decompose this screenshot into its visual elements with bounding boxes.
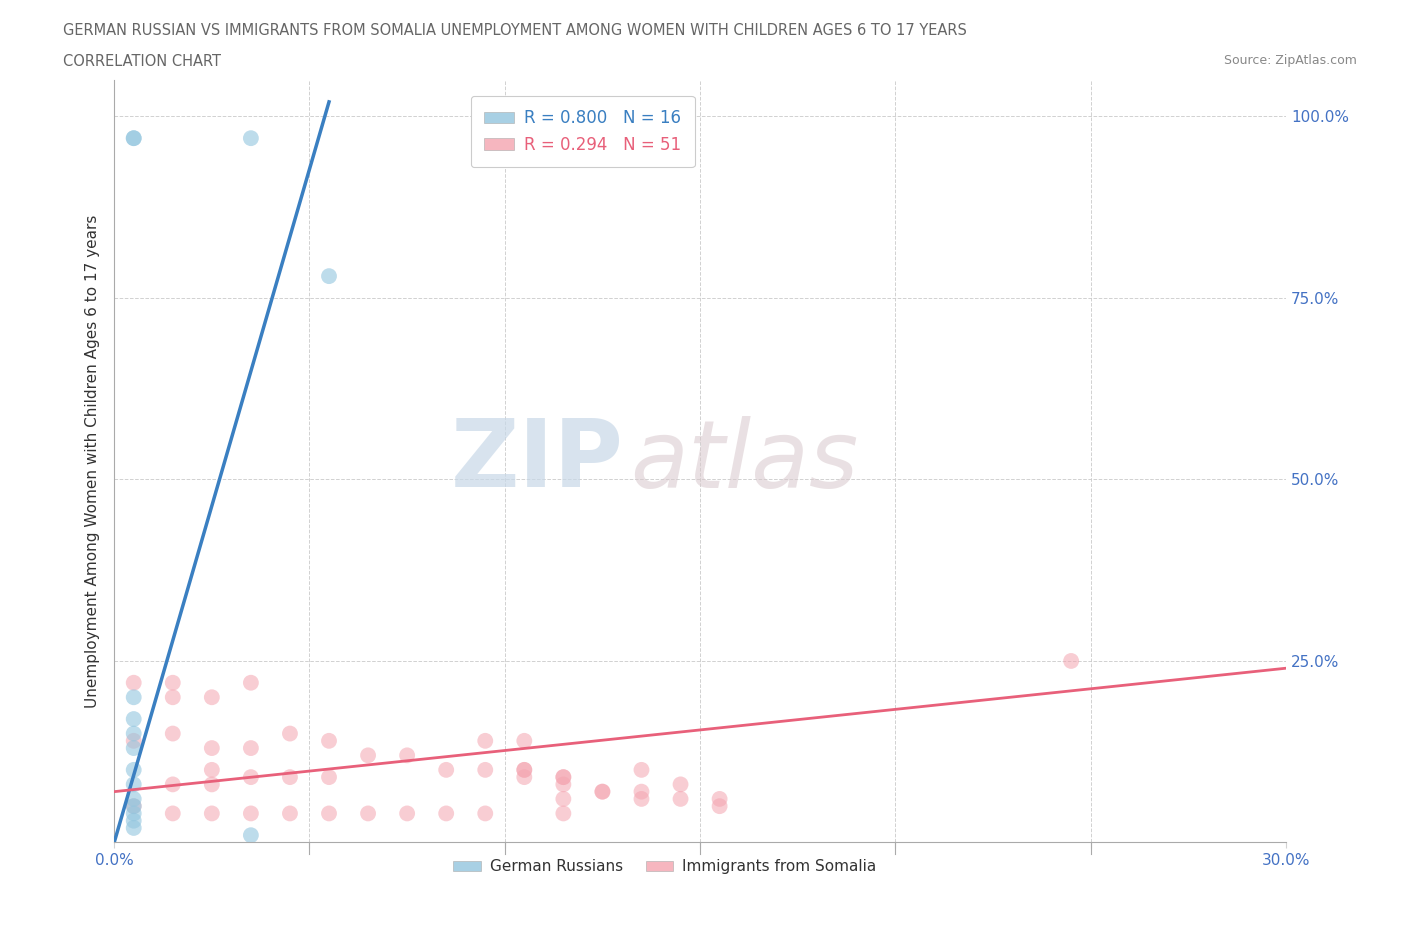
Point <box>630 791 652 806</box>
Point <box>434 806 457 821</box>
Point <box>239 806 262 821</box>
Point <box>513 763 536 777</box>
Point <box>162 726 184 741</box>
Point <box>122 806 145 821</box>
Point <box>162 806 184 821</box>
Point <box>201 690 224 705</box>
Point <box>122 131 145 146</box>
Point <box>513 734 536 749</box>
Point <box>513 763 536 777</box>
Point <box>318 269 340 284</box>
Point <box>396 806 419 821</box>
Point <box>278 726 301 741</box>
Point <box>122 813 145 828</box>
Point <box>122 734 145 749</box>
Point <box>553 791 575 806</box>
Point <box>591 784 613 799</box>
Point <box>357 806 380 821</box>
Point <box>630 784 652 799</box>
Point <box>122 690 145 705</box>
Text: GERMAN RUSSIAN VS IMMIGRANTS FROM SOMALIA UNEMPLOYMENT AMONG WOMEN WITH CHILDREN: GERMAN RUSSIAN VS IMMIGRANTS FROM SOMALI… <box>63 23 967 38</box>
Point <box>122 799 145 814</box>
Point <box>239 131 262 146</box>
Point <box>709 799 731 814</box>
Point <box>122 711 145 726</box>
Point <box>122 131 145 146</box>
Point <box>239 770 262 785</box>
Point <box>122 726 145 741</box>
Point <box>474 763 496 777</box>
Point <box>278 806 301 821</box>
Point <box>122 740 145 755</box>
Point <box>122 675 145 690</box>
Point <box>122 777 145 791</box>
Point <box>201 777 224 791</box>
Point <box>201 740 224 755</box>
Point <box>669 777 692 791</box>
Point <box>434 763 457 777</box>
Point <box>201 806 224 821</box>
Point <box>122 791 145 806</box>
Point <box>553 777 575 791</box>
Point <box>162 675 184 690</box>
Point <box>553 806 575 821</box>
Point <box>709 791 731 806</box>
Point <box>1060 654 1083 669</box>
Point <box>318 770 340 785</box>
Point <box>474 806 496 821</box>
Point <box>318 734 340 749</box>
Point <box>357 748 380 763</box>
Point <box>239 828 262 843</box>
Text: ZIP: ZIP <box>451 416 624 507</box>
Text: atlas: atlas <box>630 416 858 507</box>
Point <box>239 675 262 690</box>
Text: Source: ZipAtlas.com: Source: ZipAtlas.com <box>1223 54 1357 67</box>
Point <box>201 763 224 777</box>
Point <box>553 770 575 785</box>
Point <box>162 777 184 791</box>
Text: CORRELATION CHART: CORRELATION CHART <box>63 54 221 69</box>
Point <box>122 799 145 814</box>
Point <box>278 770 301 785</box>
Point <box>513 770 536 785</box>
Point <box>474 734 496 749</box>
Point <box>630 763 652 777</box>
Point <box>669 791 692 806</box>
Point <box>318 806 340 821</box>
Legend: German Russians, Immigrants from Somalia: German Russians, Immigrants from Somalia <box>447 854 883 881</box>
Point <box>553 770 575 785</box>
Point <box>122 763 145 777</box>
Point <box>396 748 419 763</box>
Point <box>162 690 184 705</box>
Y-axis label: Unemployment Among Women with Children Ages 6 to 17 years: Unemployment Among Women with Children A… <box>86 215 100 708</box>
Point <box>122 820 145 835</box>
Point <box>239 740 262 755</box>
Point <box>591 784 613 799</box>
